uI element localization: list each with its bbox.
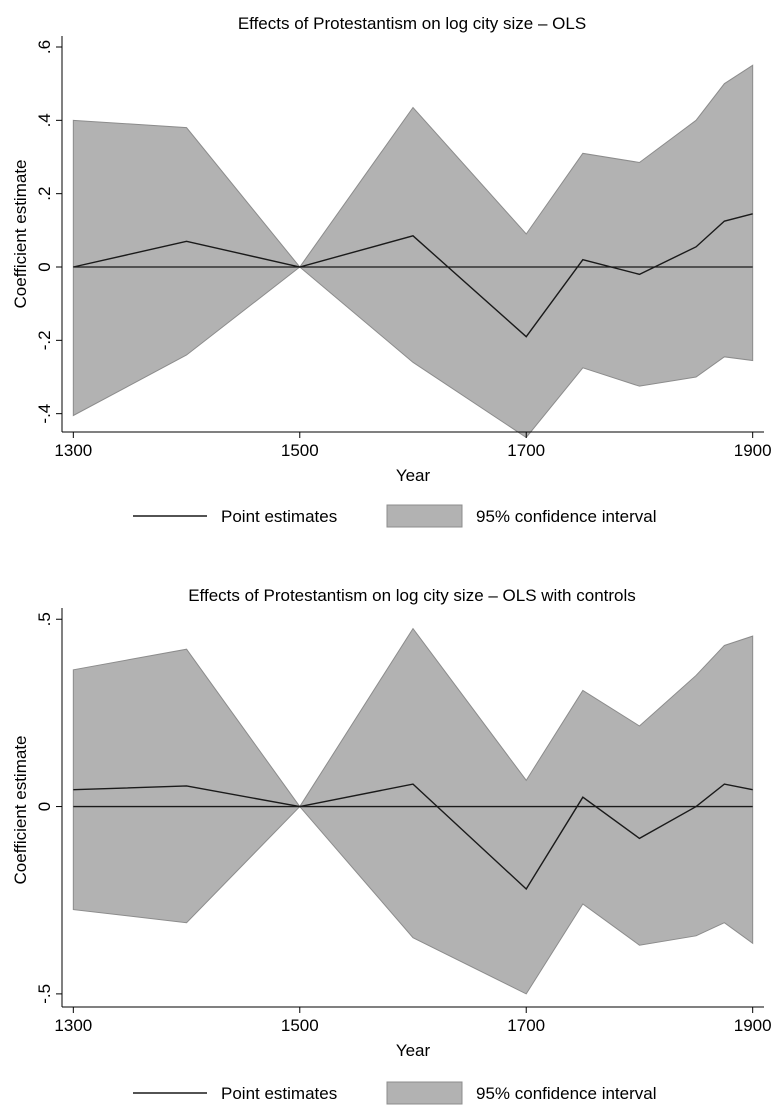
panel-1-xlabel: Year xyxy=(396,466,431,485)
panel-1-line-group xyxy=(73,213,753,338)
panel-1-axes: 1300 1500 1700 1900 -.4 -.2 0 .2 .4 .6 xyxy=(35,36,772,460)
panel-2-ylabel: Coefficient estimate xyxy=(11,736,30,885)
panel-1-legend-band-label: 95% confidence interval xyxy=(476,507,657,526)
panel-2-title: Effects of Protestantism on log city siz… xyxy=(188,586,636,605)
panel-1-legend-line-label: Point estimates xyxy=(221,507,337,526)
panel-2-legend-line-label: Point estimates xyxy=(221,1084,337,1103)
panel-2-legend-band-swatch xyxy=(386,1081,463,1105)
panel-1-x-tick-label: 1900 xyxy=(734,441,772,460)
panel-1-legend: Point estimates 95% confidence interval xyxy=(133,504,657,528)
panel-2-xlabel: Year xyxy=(396,1041,431,1060)
panel-1-x-tick-label: 1300 xyxy=(54,441,92,460)
panel-1-title: Effects of Protestantism on log city siz… xyxy=(238,14,586,33)
panel-2-axes: 1300 1500 1700 1900 -.5 0 .5 xyxy=(35,608,772,1035)
panel-1-y-tick-label: .6 xyxy=(35,40,54,54)
panel-1-y-tick-label: -.4 xyxy=(35,404,54,424)
panel-1-point-estimates-line xyxy=(73,213,753,338)
panel-2-y-tick-label: -.5 xyxy=(35,984,54,1004)
panel-1-y-tick-label: 0 xyxy=(35,262,54,271)
panel-2-legend: Point estimates 95% confidence interval xyxy=(133,1081,657,1105)
panel-2-legend-band-label: 95% confidence interval xyxy=(476,1084,657,1103)
panel-1: Effects of Protestantism on log city siz… xyxy=(11,14,772,528)
panel-1-confidence-band xyxy=(72,64,754,439)
panel-2-x-tick-label: 1900 xyxy=(734,1016,772,1035)
panel-1-y-tick-label: .2 xyxy=(35,187,54,201)
panel-1-x-tick-label: 1700 xyxy=(507,441,545,460)
panel-1-x-tick-label: 1500 xyxy=(281,441,319,460)
panel-2-y-tick-label: 0 xyxy=(35,802,54,811)
panel-2-band-group xyxy=(72,627,754,995)
panel-1-ylabel: Coefficient estimate xyxy=(11,160,30,309)
panel-2-y-tick-label: .5 xyxy=(35,612,54,626)
panel-2-line-group xyxy=(73,783,753,891)
panel-2-x-tick-label: 1500 xyxy=(281,1016,319,1035)
panel-1-y-tick-label: -.2 xyxy=(35,330,54,350)
panel-1-legend-band-swatch xyxy=(386,504,463,528)
panel-2-x-tick-label: 1300 xyxy=(54,1016,92,1035)
panel-2-x-tick-label: 1700 xyxy=(507,1016,545,1035)
panel-1-band-group xyxy=(72,64,754,439)
panel-1-y-tick-label: .4 xyxy=(35,113,54,127)
panel-2: Effects of Protestantism on log city siz… xyxy=(11,586,772,1105)
panel-2-point-estimates-line xyxy=(73,783,753,891)
panel-2-confidence-band xyxy=(72,627,754,995)
